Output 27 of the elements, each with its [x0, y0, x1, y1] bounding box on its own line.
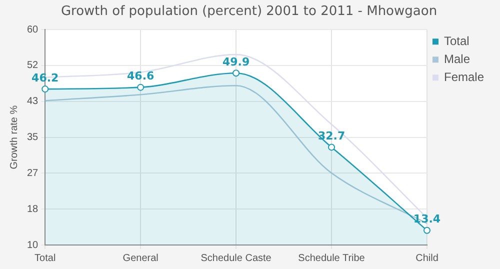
data-label: 46.6: [127, 70, 155, 83]
x-tick-label: Schedule Caste: [200, 252, 272, 264]
data-label: 49.9: [222, 55, 250, 68]
point: [232, 70, 240, 77]
x-tick-label: General: [122, 252, 158, 264]
data-label: 32.7: [318, 130, 346, 143]
x-tick-label: Schedule Tribe: [298, 252, 366, 264]
y-tick-label: 27: [27, 168, 39, 179]
legend-label: Female: [444, 70, 484, 84]
data-label: 13.4: [413, 212, 441, 226]
y-tick-label: 10: [27, 240, 39, 251]
y-tick-label: 35: [27, 132, 39, 144]
y-tick-label: 60: [27, 24, 39, 36]
y-tick-label: 52: [27, 60, 39, 72]
point: [137, 84, 144, 91]
point: [423, 226, 430, 234]
y-tick-label: 43: [27, 96, 39, 108]
chart-title: Growth of population (percent) 2001 to 2011 - Mhowgaon: [60, 4, 438, 20]
x-tick-label: Total: [34, 252, 56, 264]
x-tick-label: Child: [416, 252, 438, 264]
data-label: 46.2: [32, 71, 59, 84]
point: [42, 86, 49, 93]
y-axis-title: Growth rate %: [8, 105, 20, 170]
legend-label: Male: [444, 52, 470, 66]
legend-label: Total: [444, 34, 470, 48]
point: [328, 144, 336, 151]
y-tick-label: 18: [27, 204, 39, 215]
